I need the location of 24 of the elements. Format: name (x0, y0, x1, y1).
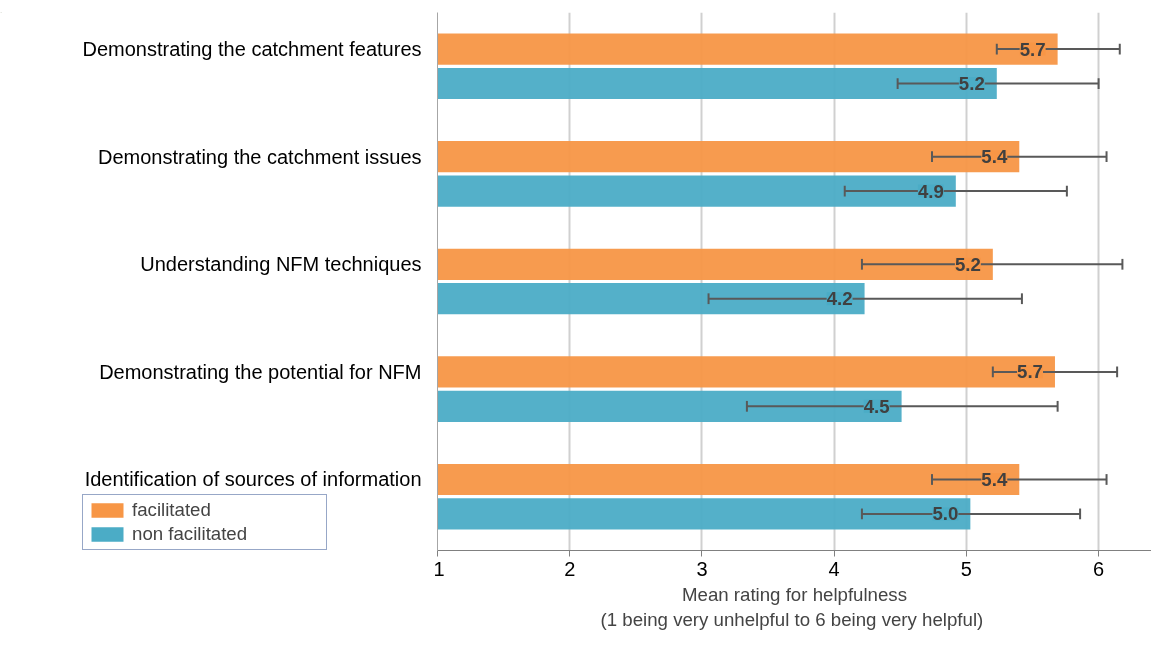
x-tick-label: 1 (433, 557, 445, 580)
x-tick-label: 2 (564, 557, 576, 580)
data-label: 5.7 (1017, 361, 1043, 383)
x-tick-label: 4 (828, 557, 840, 580)
x-tick-label: 3 (696, 557, 708, 580)
legend-label: non facilitated (132, 523, 249, 545)
y-tick-label: Identification of sources of information (84, 468, 422, 491)
x-axis-title: Mean rating for helpfulness (1 being very unhelpful to 6 being very helpful) (600, 583, 984, 630)
legend-label: facilitated (132, 499, 212, 521)
x-tick-label: 6 (1093, 557, 1105, 580)
data-label: 5.4 (981, 146, 1008, 168)
data-label: 4.9 (917, 180, 944, 202)
data-label: 4.2 (826, 288, 853, 310)
x-tick-label: 5 (960, 557, 972, 580)
data-label: 5.2 (954, 253, 981, 275)
data-label: 5.7 (1019, 38, 1046, 60)
y-tick-label: Demonstrating the catchment issues (98, 145, 422, 168)
data-label: 5.0 (932, 503, 959, 525)
data-label: 5.4 (981, 468, 1008, 490)
data-label: 4.5 (863, 395, 890, 417)
y-tick-label: Demonstrating the potential for NFM (99, 360, 422, 383)
y-tick-label: Understanding NFM techniques (140, 253, 422, 276)
y-tick-label: Demonstrating the catchment features (82, 38, 422, 61)
data-label: 5.2 (958, 73, 985, 95)
